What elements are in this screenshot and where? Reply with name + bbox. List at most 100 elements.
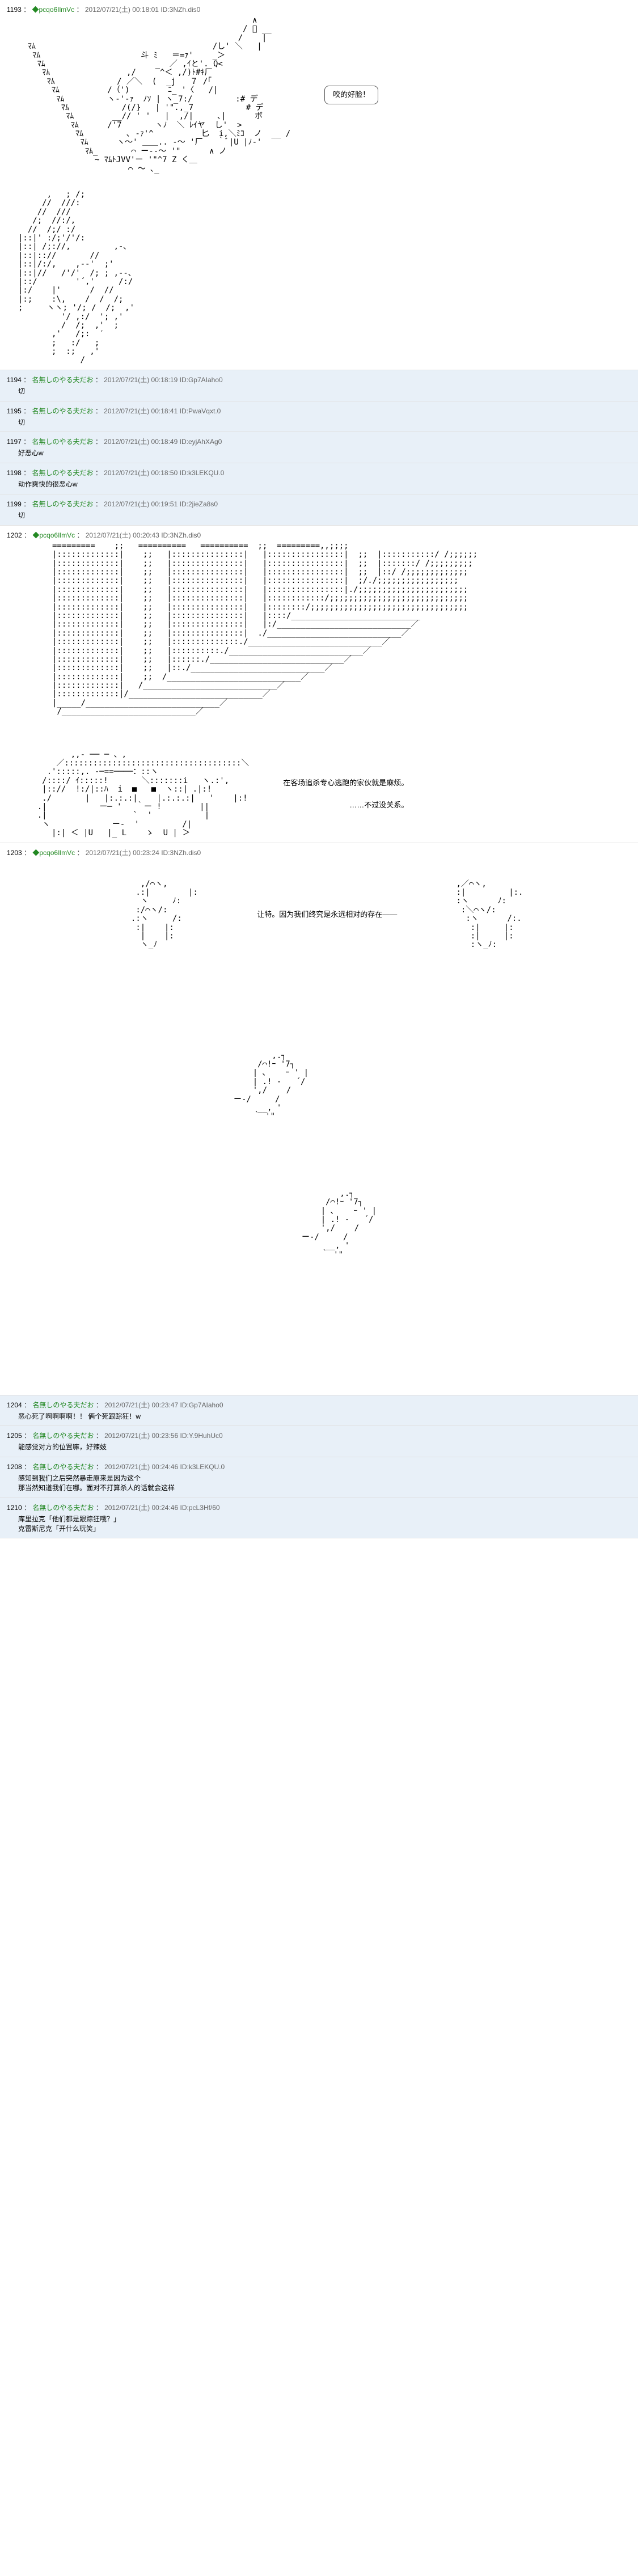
post-body: 切 [7,387,631,396]
post-name: ◆pcqo6IlmVc [32,531,75,539]
post-header: 1193 ： ◆pcqo6IlmVc ： 2012/07/21(土) 00:18… [7,5,631,14]
post-id[interactable]: ID:2jieZa8s0 [180,500,218,508]
post-id[interactable]: ID:3NZh.dis0 [161,849,201,857]
post-header: 1195 ： 名無しのやる夫だお ： 2012/07/21(土) 00:18:4… [7,406,631,416]
post-header: 1199 ： 名無しのやる夫だお ： 2012/07/21(土) 00:19:5… [7,499,631,509]
ascii-art: ∧ / ﾟ __ / | ﾏﾑ /し' ＼ | ﾏﾑ 斗 ﾐ ＝=ｧ' [18,16,290,174]
post-number[interactable]: 1205 [7,1432,22,1440]
ascii-art: ,,- ── ─ 、, ／:::::::::::::::::::::::::::… [18,751,249,838]
post-body: 切 [7,418,631,428]
post-name: ◆pcqo6IlmVc [32,849,75,857]
post-header: 1210 ： 名無しのやる夫だお ： 2012/07/21(土) 00:24:4… [7,1503,631,1512]
post-date: 2012/07/21(土) 00:18:01 [85,6,159,14]
post-body: 动作爽快的很恶心w [7,480,631,489]
post-number[interactable]: 1194 [7,376,22,384]
post-name: 名無しのやる夫だお [32,438,93,446]
post-date: 2012/07/21(土) 00:23:56 [104,1432,178,1440]
post: 1199 ： 名無しのやる夫だお ： 2012/07/21(土) 00:19:5… [0,494,638,526]
post-number[interactable]: 1210 [7,1504,22,1512]
post-number[interactable]: 1197 [7,438,22,446]
ascii-art: ,.┐ /⌒!ｰ '7┐ | ､ ｰ ' | | .! - ´/ ',/ / ー… [234,1052,631,1122]
post-date: 2012/07/21(土) 00:18:41 [104,407,178,415]
post-number[interactable]: 1208 [7,1463,22,1471]
ascii-art: ,.┐ /⌒!ｰ '7┐ | ､ ｰ ' | | .! - ´/ ',/ / ー… [302,1190,631,1259]
post-name: 名無しのやる夫だお [32,500,93,508]
post-id[interactable]: ID:Gp7AIaho0 [180,376,223,384]
post-id[interactable]: ID:Gp7AIaho0 [180,1401,223,1409]
post-number[interactable]: 1203 [7,849,22,857]
post: 1210 ： 名無しのやる夫だお ： 2012/07/21(土) 00:24:4… [0,1498,638,1539]
post-body: 好恶心w [7,449,631,458]
post-number[interactable]: 1202 [7,531,22,539]
post: 1198 ： 名無しのやる夫だお ： 2012/07/21(土) 00:18:5… [0,463,638,494]
post-date: 2012/07/21(土) 00:19:51 [104,500,178,508]
post-header: 1194 ： 名無しのやる夫だお ： 2012/07/21(土) 00:18:1… [7,375,631,384]
post-date: 2012/07/21(土) 00:18:50 [104,469,178,477]
post-number[interactable]: 1204 [7,1401,22,1409]
post: 1202 ： ◆pcqo6IlmVc ： 2012/07/21(土) 00:20… [0,526,638,843]
comment-line: 切 [18,511,631,521]
post-id[interactable]: ID:k3LEKQU.0 [180,469,225,477]
post-body: 恶心死了啊啊啊啊！！ 俩个死跟踪狂！w [7,1412,631,1422]
comment-line: 切 [18,387,631,396]
post-header: 1204 ： 名無しのやる夫だお ： 2012/07/21(土) 00:23:4… [7,1400,631,1410]
ascii-art: ,／⌒ヽ, :| |:. :ヽ ﾉ: :＼⌒ヽ/: :ヽ /:. :| |: :… [456,880,523,950]
post-number[interactable]: 1193 [7,6,22,14]
comment-line: 克雷斯尼克「开什么玩笑」 [18,1524,631,1534]
post-id[interactable]: ID:pcL3Hf/60 [180,1504,220,1512]
post-number[interactable]: 1198 [7,469,22,477]
comment-line: 动作爽快的很恶心w [18,480,631,489]
post: 1193 ： ◆pcqo6IlmVc ： 2012/07/21(土) 00:18… [0,0,638,370]
narration-text: 在客场追杀专心逃跑的家伙就是麻烦。……不过没关系。 [283,778,408,810]
post-header: 1202 ： ◆pcqo6IlmVc ： 2012/07/21(土) 00:20… [7,530,631,540]
post-header: 1205 ： 名無しのやる夫だお ： 2012/07/21(土) 00:23:5… [7,1431,631,1440]
post-id[interactable]: ID:k3LEKQU.0 [180,1463,225,1471]
post-header: 1203 ： ◆pcqo6IlmVc ： 2012/07/21(土) 00:23… [7,848,631,857]
post-name: 名無しのやる夫だお [32,469,93,477]
post-date: 2012/07/21(土) 00:23:24 [86,849,159,857]
post-id[interactable]: ID:Y.9HuhUc0 [180,1432,223,1440]
comment-line: 恶心死了啊啊啊啊！！ 俩个死跟踪狂！w [18,1412,631,1422]
comment-line: 能感觉对方的位置嘛，好辣妓 [18,1443,631,1452]
post-id[interactable]: ID:3NZh.dis0 [161,531,201,539]
post-date: 2012/07/21(土) 00:24:46 [104,1463,178,1471]
speech-bubble: 咬的好脸！ [324,86,378,104]
post-date: 2012/07/21(土) 00:18:19 [104,376,178,384]
post-body: ========= ;; ========== ========== ;; ==… [7,542,631,838]
post-name: ◆pcqo6IlmVc [32,6,74,14]
post-number[interactable]: 1199 [7,500,22,508]
post-body: ,/⌒ヽ, .:| |: ヽ ﾉ: :/⌒ヽ/: .:ヽ /: :| |: | … [7,880,631,1390]
post-date: 2012/07/21(土) 00:18:49 [104,438,178,446]
post-name: 名無しのやる夫だお [32,1504,94,1512]
post: 1205 ： 名無しのやる夫だお ： 2012/07/21(土) 00:23:5… [0,1426,638,1457]
post-name: 名無しのやる夫だお [32,1432,94,1440]
comment-line: 切 [18,418,631,428]
post: 1194 ： 名無しのやる夫だお ： 2012/07/21(土) 00:18:1… [0,370,638,401]
narration-text: 让特。因为我们终究是永远相对的存在—— [257,910,397,920]
ascii-art: ========= ;; ========== ========== ;; ==… [52,542,631,717]
text-line: 在客场追杀专心逃跑的家伙就是麻烦。 [283,778,408,788]
post-name: 名無しのやる夫だお [32,376,93,384]
post-header: 1208 ： 名無しのやる夫だお ： 2012/07/21(土) 00:24:4… [7,1462,631,1471]
post: 1208 ： 名無しのやる夫だお ： 2012/07/21(土) 00:24:4… [0,1457,638,1498]
post-name: 名無しのやる夫だお [32,1463,94,1471]
post-body: 切 [7,511,631,521]
post-name: 名無しのやる夫だお [32,1401,94,1409]
post-id[interactable]: ID:eyjAhXAg0 [180,438,222,446]
post-id[interactable]: ID:3NZh.dis0 [160,6,200,14]
post-body: 感知到我们之后突然暴走原来是因为这个那当然知道我们在哪。面对不打算杀人的话就会这… [7,1474,631,1493]
comment-line: 库里拉克「他们都是跟踪狂哦？」 [18,1515,631,1524]
post: 1197 ： 名無しのやる夫だお ： 2012/07/21(土) 00:18:4… [0,432,638,463]
post: 1203 ： ◆pcqo6IlmVc ： 2012/07/21(土) 00:23… [0,843,638,1395]
post-header: 1197 ： 名無しのやる夫だお ： 2012/07/21(土) 00:18:4… [7,437,631,446]
post-date: 2012/07/21(土) 00:24:46 [104,1504,178,1512]
ascii-art: ,/⌒ヽ, .:| |: ヽ ﾉ: :/⌒ヽ/: .:ヽ /: :| |: | … [126,880,198,950]
post-id[interactable]: ID:PwaVqxt.0 [180,407,221,415]
post-number[interactable]: 1195 [7,407,22,415]
comment-line: 好恶心w [18,449,631,458]
post-name: 名無しのやる夫だお [32,407,93,415]
comment-line: 感知到我们之后突然暴走原来是因为这个 [18,1474,631,1483]
post-date: 2012/07/21(土) 00:20:43 [86,531,159,539]
post: 1195 ： 名無しのやる夫だお ： 2012/07/21(土) 00:18:4… [0,401,638,433]
post-header: 1198 ： 名無しのやる夫だお ： 2012/07/21(土) 00:18:5… [7,468,631,477]
